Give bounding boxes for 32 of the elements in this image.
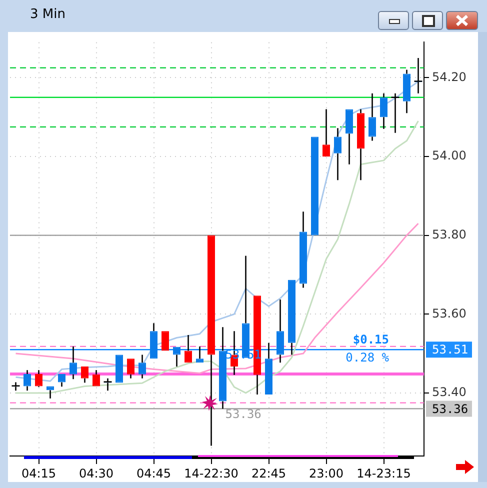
candlestick bbox=[219, 326, 226, 410]
x-tick-label: 14-23:15 bbox=[356, 466, 411, 480]
x-tick-label: 14-22:30 bbox=[184, 466, 238, 480]
candlestick bbox=[265, 342, 272, 395]
candlestick bbox=[276, 298, 284, 364]
y-tick-label: 53.80 bbox=[432, 227, 466, 242]
x-tick-label: 04:45 bbox=[136, 466, 172, 480]
ref-line-label: 53.36 bbox=[225, 406, 262, 421]
candlestick bbox=[346, 109, 353, 166]
x-tick-label: 23:00 bbox=[308, 466, 344, 480]
x-tick-label: 22:45 bbox=[251, 466, 286, 480]
candlestick bbox=[196, 346, 204, 363]
candlestick bbox=[127, 358, 134, 380]
candlestick bbox=[368, 92, 376, 142]
text: 53.51 bbox=[432, 342, 468, 357]
y-tick-label: 53.60 bbox=[432, 306, 466, 320]
candlestick bbox=[46, 386, 54, 400]
y-tick-label: 53.40 bbox=[432, 385, 466, 400]
chart-title: 3 Min bbox=[30, 7, 66, 22]
x-tick-label: 04:15 bbox=[21, 466, 56, 480]
annotation: $0.15 bbox=[352, 332, 389, 347]
candlestick bbox=[357, 108, 364, 181]
candlestick bbox=[150, 322, 158, 359]
candlestick bbox=[403, 69, 410, 114]
text: 53.36 bbox=[432, 402, 468, 416]
candlestick bbox=[300, 211, 307, 288]
y-tick-label: 54.20 bbox=[432, 70, 466, 84]
candlestick bbox=[334, 127, 342, 181]
y-tick-label: 54.00 bbox=[432, 148, 466, 163]
x-tick-label: 04:30 bbox=[78, 466, 114, 480]
candlestick bbox=[380, 92, 388, 130]
annotation: 0.28 % bbox=[346, 350, 390, 365]
